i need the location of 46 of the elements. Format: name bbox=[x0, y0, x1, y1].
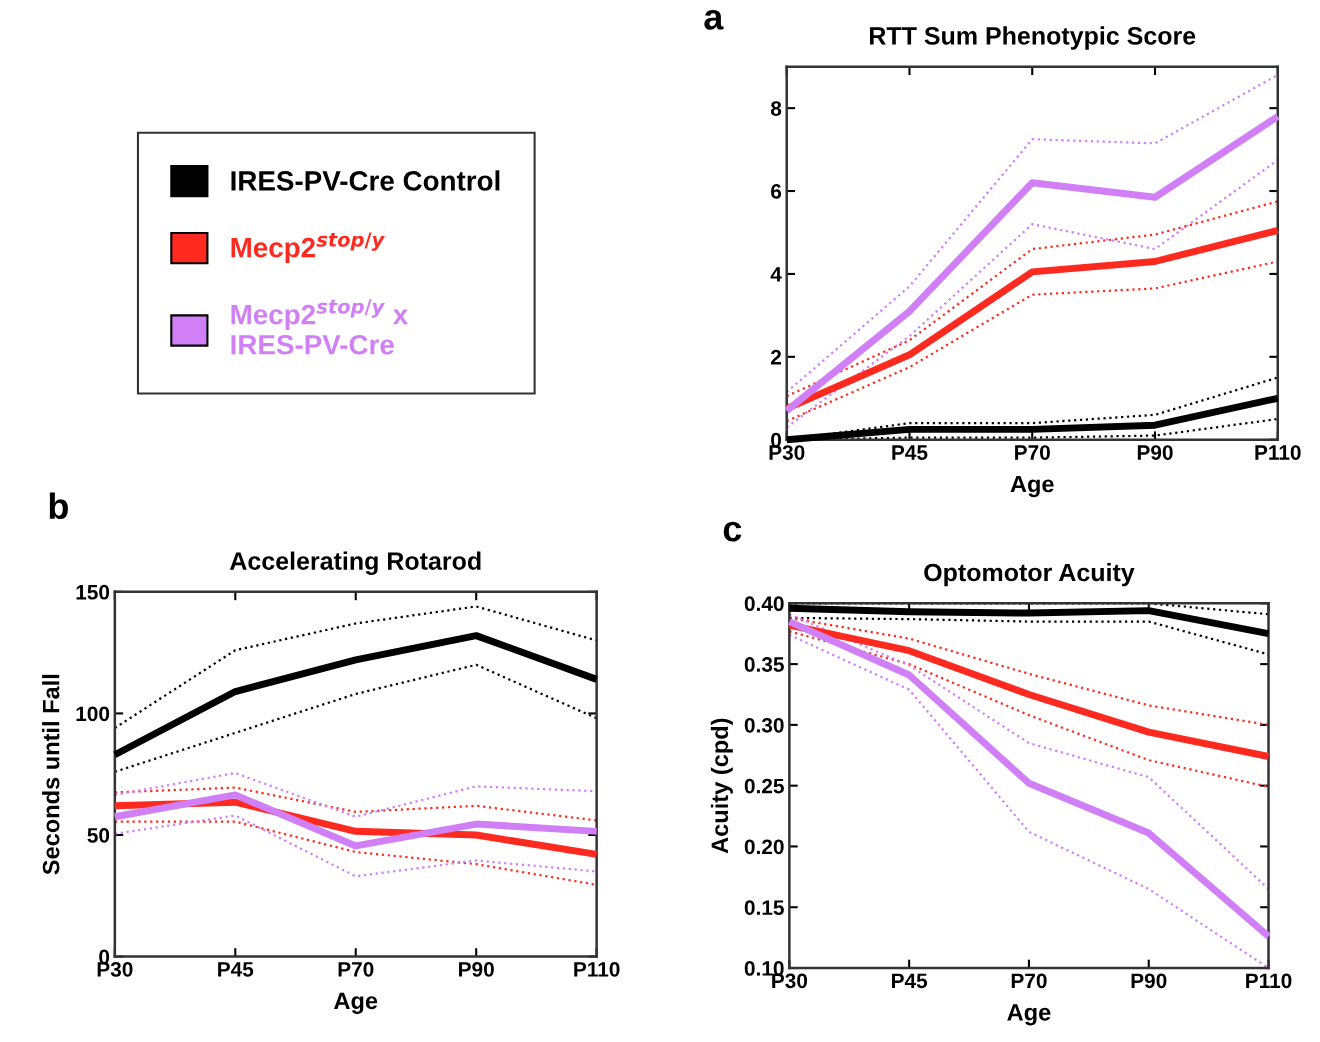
x-tick-label: P70 bbox=[1011, 973, 1047, 989]
y-axis-title: Acuity (cpd) bbox=[710, 718, 733, 854]
y-tick-label: 0.20 bbox=[744, 839, 784, 855]
y-axis-title: Seconds until Fall bbox=[42, 674, 60, 875]
x-tick-label: P110 bbox=[1246, 973, 1292, 989]
y-tick-label: 150 bbox=[76, 584, 110, 600]
x-tick-label: P110 bbox=[1255, 445, 1301, 460]
x-tick-label: P45 bbox=[218, 962, 254, 977]
line-series bbox=[113, 786, 598, 822]
x-tick-label: P110 bbox=[574, 961, 620, 977]
y-tick-label: 4 bbox=[770, 267, 782, 282]
y-tick-label: 2 bbox=[771, 349, 782, 365]
y-tick-label: 0.35 bbox=[744, 657, 784, 672]
x-tick-label: P70 bbox=[1015, 445, 1050, 460]
x-tick-label: P90 bbox=[459, 961, 494, 977]
line-series bbox=[788, 616, 1270, 726]
x-tick-label: P45 bbox=[892, 973, 928, 989]
legend-label: IRES-PV-Cre Control bbox=[231, 170, 500, 191]
text: a bbox=[704, 9, 724, 30]
line-series bbox=[788, 613, 1270, 891]
x-tick-label: P90 bbox=[1131, 973, 1167, 989]
line-series bbox=[113, 663, 598, 773]
line-series bbox=[785, 158, 1279, 429]
chart-title: RTT Sum Phenotypic Score bbox=[870, 26, 1196, 50]
x-axis-title: Age bbox=[1007, 1004, 1051, 1026]
y-tick-label: 50 bbox=[87, 827, 110, 843]
text: c bbox=[723, 521, 742, 542]
x-tick-label: P70 bbox=[338, 961, 374, 977]
line-series bbox=[785, 73, 1279, 394]
legend-label: Mecp2$^{stop/y}$ x IRES-PV-Cre bbox=[231, 299, 408, 355]
chart-title: Optomotor Acuity bbox=[924, 562, 1135, 587]
y-tick-label: 0.40 bbox=[744, 596, 784, 612]
text: b bbox=[49, 492, 68, 520]
x-axis-title: Age bbox=[1010, 475, 1054, 498]
y-tick-label: 0.30 bbox=[744, 717, 784, 733]
legend-label: Mecp2$^{stop/y}$ bbox=[231, 232, 385, 263]
line-series bbox=[785, 200, 1279, 398]
y-tick-label: 6 bbox=[771, 184, 782, 199]
x-tick-label: P45 bbox=[892, 445, 928, 460]
x-axis-title: Age bbox=[334, 992, 378, 1014]
y-tick-label: 0.25 bbox=[744, 778, 784, 794]
chart-title: Accelerating Rotarod bbox=[229, 551, 481, 575]
x-tick-label: P90 bbox=[1137, 445, 1173, 460]
y-tick-label: 0.15 bbox=[744, 900, 784, 915]
y-tick-label: 8 bbox=[770, 101, 782, 116]
y-tick-label: 100 bbox=[76, 706, 110, 722]
